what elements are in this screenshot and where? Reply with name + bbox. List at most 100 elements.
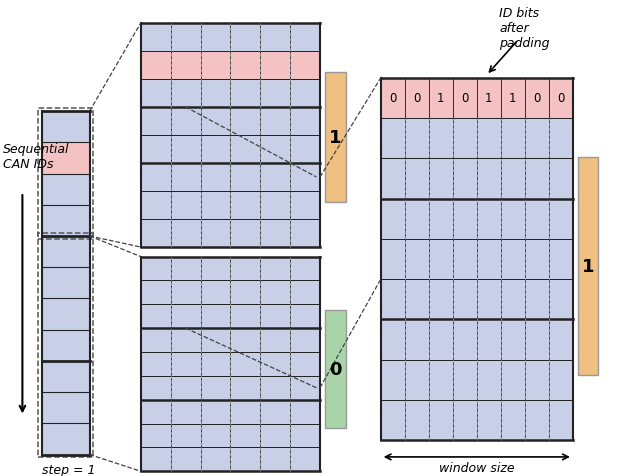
Text: 0: 0 xyxy=(413,92,420,105)
Bar xyxy=(477,360,501,400)
Bar xyxy=(200,447,230,471)
Bar xyxy=(171,257,200,281)
Bar xyxy=(429,159,453,199)
Bar xyxy=(171,24,200,52)
Bar xyxy=(230,352,260,376)
Bar xyxy=(500,119,525,159)
Bar xyxy=(141,108,171,136)
Bar xyxy=(38,234,93,457)
Bar xyxy=(548,159,573,199)
Bar xyxy=(171,80,200,108)
Bar xyxy=(290,257,320,281)
Bar xyxy=(260,400,290,424)
Bar xyxy=(500,79,525,119)
Bar xyxy=(500,400,525,440)
Bar xyxy=(141,136,171,164)
Bar xyxy=(290,108,320,136)
Bar xyxy=(429,360,453,400)
Bar xyxy=(548,360,573,400)
Bar xyxy=(525,279,548,320)
Bar xyxy=(477,199,501,239)
Bar xyxy=(230,376,260,400)
Text: 1: 1 xyxy=(509,92,516,105)
Bar xyxy=(230,447,260,471)
Bar xyxy=(477,159,501,199)
Bar xyxy=(325,73,346,203)
Bar xyxy=(477,119,501,159)
Bar xyxy=(38,109,93,239)
Text: 0: 0 xyxy=(461,92,468,105)
Bar xyxy=(525,360,548,400)
Bar xyxy=(230,424,260,447)
Bar xyxy=(429,400,453,440)
Text: 0: 0 xyxy=(533,92,541,105)
Bar xyxy=(200,164,230,192)
Bar xyxy=(171,400,200,424)
Bar xyxy=(453,400,477,440)
Bar xyxy=(200,257,230,281)
Bar xyxy=(477,320,501,360)
Bar xyxy=(260,80,290,108)
Bar xyxy=(290,192,320,219)
Bar xyxy=(381,159,404,199)
Text: step = 1: step = 1 xyxy=(42,463,95,476)
Bar xyxy=(141,192,171,219)
Bar xyxy=(381,279,404,320)
Bar xyxy=(230,52,260,79)
Bar xyxy=(230,136,260,164)
Bar xyxy=(290,281,320,305)
Bar xyxy=(381,79,404,119)
Bar xyxy=(141,257,171,281)
Bar xyxy=(290,376,320,400)
Bar xyxy=(200,24,230,52)
Bar xyxy=(548,239,573,279)
Bar xyxy=(404,119,429,159)
Bar xyxy=(429,79,453,119)
Bar xyxy=(171,305,200,328)
Bar xyxy=(171,376,200,400)
Bar xyxy=(290,219,320,248)
Bar xyxy=(453,320,477,360)
Bar xyxy=(260,52,290,79)
Bar xyxy=(200,352,230,376)
Bar xyxy=(290,424,320,447)
Bar xyxy=(404,79,429,119)
Bar xyxy=(500,159,525,199)
Bar xyxy=(477,279,501,320)
Bar xyxy=(171,108,200,136)
Bar xyxy=(141,52,171,79)
Bar xyxy=(260,108,290,136)
Bar xyxy=(404,199,429,239)
Bar xyxy=(453,79,477,119)
Bar xyxy=(290,164,320,192)
Bar xyxy=(42,392,90,424)
Bar xyxy=(171,136,200,164)
Bar xyxy=(230,305,260,328)
Bar xyxy=(500,360,525,400)
Bar xyxy=(141,328,171,352)
Bar xyxy=(141,305,171,328)
Bar xyxy=(290,328,320,352)
Bar xyxy=(42,237,90,268)
Bar xyxy=(260,305,290,328)
Bar xyxy=(200,52,230,79)
Bar xyxy=(141,281,171,305)
Bar xyxy=(260,219,290,248)
Bar xyxy=(171,281,200,305)
Bar xyxy=(290,447,320,471)
Text: 0: 0 xyxy=(329,360,342,378)
Bar xyxy=(42,361,90,392)
Bar xyxy=(200,400,230,424)
Bar xyxy=(171,164,200,192)
Bar xyxy=(500,320,525,360)
Bar xyxy=(42,205,90,237)
Bar xyxy=(230,328,260,352)
Bar xyxy=(230,257,260,281)
Bar xyxy=(141,447,171,471)
Bar xyxy=(42,299,90,330)
Bar xyxy=(260,24,290,52)
Bar xyxy=(548,400,573,440)
Bar xyxy=(230,281,260,305)
Bar xyxy=(260,352,290,376)
Bar xyxy=(381,400,404,440)
